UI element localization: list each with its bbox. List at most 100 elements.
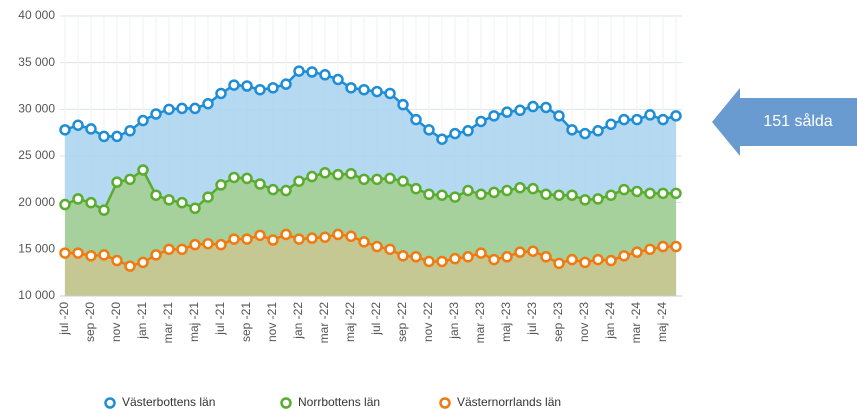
- marker: [410, 182, 422, 195]
- marker: [319, 69, 331, 81]
- marker: [501, 106, 513, 118]
- marker: [436, 133, 448, 145]
- marker: [228, 79, 240, 91]
- marker: [631, 113, 643, 126]
- marker: [98, 130, 110, 143]
- marker: [579, 194, 591, 206]
- marker: [124, 173, 136, 186]
- marker: [319, 167, 331, 179]
- marker: [319, 231, 331, 243]
- marker: [371, 173, 383, 186]
- marker: [176, 196, 188, 209]
- area: [65, 234, 676, 296]
- marker: [72, 247, 84, 259]
- marker: [202, 97, 214, 110]
- y-tick-label: 40 000: [18, 8, 55, 22]
- legend-marker: [439, 397, 451, 409]
- marker: [293, 65, 305, 77]
- marker: [254, 229, 266, 242]
- marker: [215, 179, 227, 191]
- marker: [631, 185, 643, 198]
- marker: [215, 87, 227, 100]
- x-tick-label: jan -24: [603, 302, 617, 340]
- marker: [579, 127, 591, 140]
- marker: [228, 233, 240, 245]
- marker: [566, 124, 578, 136]
- marker: [423, 255, 435, 268]
- marker: [501, 184, 513, 197]
- marker: [137, 256, 149, 269]
- marker: [306, 232, 318, 244]
- marker: [280, 184, 292, 197]
- legend-label: Norrbottens län: [298, 395, 380, 409]
- annotation: 151 sålda: [763, 112, 832, 130]
- legend-item: Norrbottens län: [280, 395, 380, 409]
- marker: [111, 130, 123, 143]
- marker: [384, 87, 396, 100]
- x-tick-label: jul -23: [525, 302, 539, 336]
- marker: [462, 125, 474, 137]
- marker: [85, 123, 97, 135]
- marker: [397, 98, 409, 111]
- marker: [163, 194, 175, 206]
- marker: [397, 250, 409, 262]
- marker: [241, 172, 253, 185]
- y-tick-label: 20 000: [18, 195, 55, 209]
- x-tick-label: maj -21: [187, 302, 201, 342]
- marker: [150, 108, 162, 120]
- marker: [267, 234, 279, 246]
- marker: [176, 102, 188, 115]
- marker: [163, 103, 175, 116]
- x-tick-label: maj -24: [655, 302, 669, 342]
- marker: [241, 80, 253, 92]
- marker: [605, 254, 617, 267]
- marker: [462, 184, 474, 197]
- marker: [280, 78, 292, 90]
- x-tick-label: mar -24: [629, 302, 643, 344]
- marker: [566, 253, 578, 266]
- marker: [371, 85, 383, 98]
- marker: [488, 110, 500, 122]
- x-tick-label: nov -23: [577, 302, 591, 342]
- marker: [423, 124, 435, 136]
- marker: [553, 189, 565, 201]
- marker: [514, 246, 526, 258]
- x-tick-label: maj -23: [499, 302, 513, 342]
- marker: [592, 253, 604, 266]
- marker: [514, 181, 526, 194]
- marker: [85, 196, 97, 209]
- marker: [150, 189, 162, 201]
- marker: [449, 252, 461, 265]
- marker: [358, 173, 370, 186]
- marker: [189, 202, 201, 215]
- x-tick-label: jul -20: [57, 302, 71, 336]
- legend-marker: [280, 397, 292, 409]
- marker: [553, 257, 565, 270]
- marker: [332, 228, 344, 241]
- marker: [475, 247, 487, 259]
- legend-marker: [104, 397, 116, 409]
- marker: [137, 114, 149, 127]
- marker: [527, 245, 539, 257]
- marker: [657, 113, 669, 126]
- marker: [267, 183, 279, 196]
- marker: [501, 251, 513, 263]
- legend-item: Västerbottens län: [104, 395, 215, 409]
- x-tick-label: nov -20: [109, 302, 123, 342]
- marker: [137, 164, 149, 176]
- marker: [358, 83, 370, 96]
- annotation-arrow: [712, 88, 857, 156]
- marker: [475, 188, 487, 201]
- marker: [124, 260, 136, 272]
- y-tick-label: 35 000: [18, 55, 55, 69]
- marker: [605, 189, 617, 201]
- marker: [332, 73, 344, 86]
- marker: [657, 240, 669, 253]
- marker: [306, 170, 318, 183]
- marker: [150, 249, 162, 261]
- marker: [540, 251, 552, 263]
- marker: [644, 109, 656, 121]
- marker: [488, 186, 500, 199]
- marker: [475, 115, 487, 128]
